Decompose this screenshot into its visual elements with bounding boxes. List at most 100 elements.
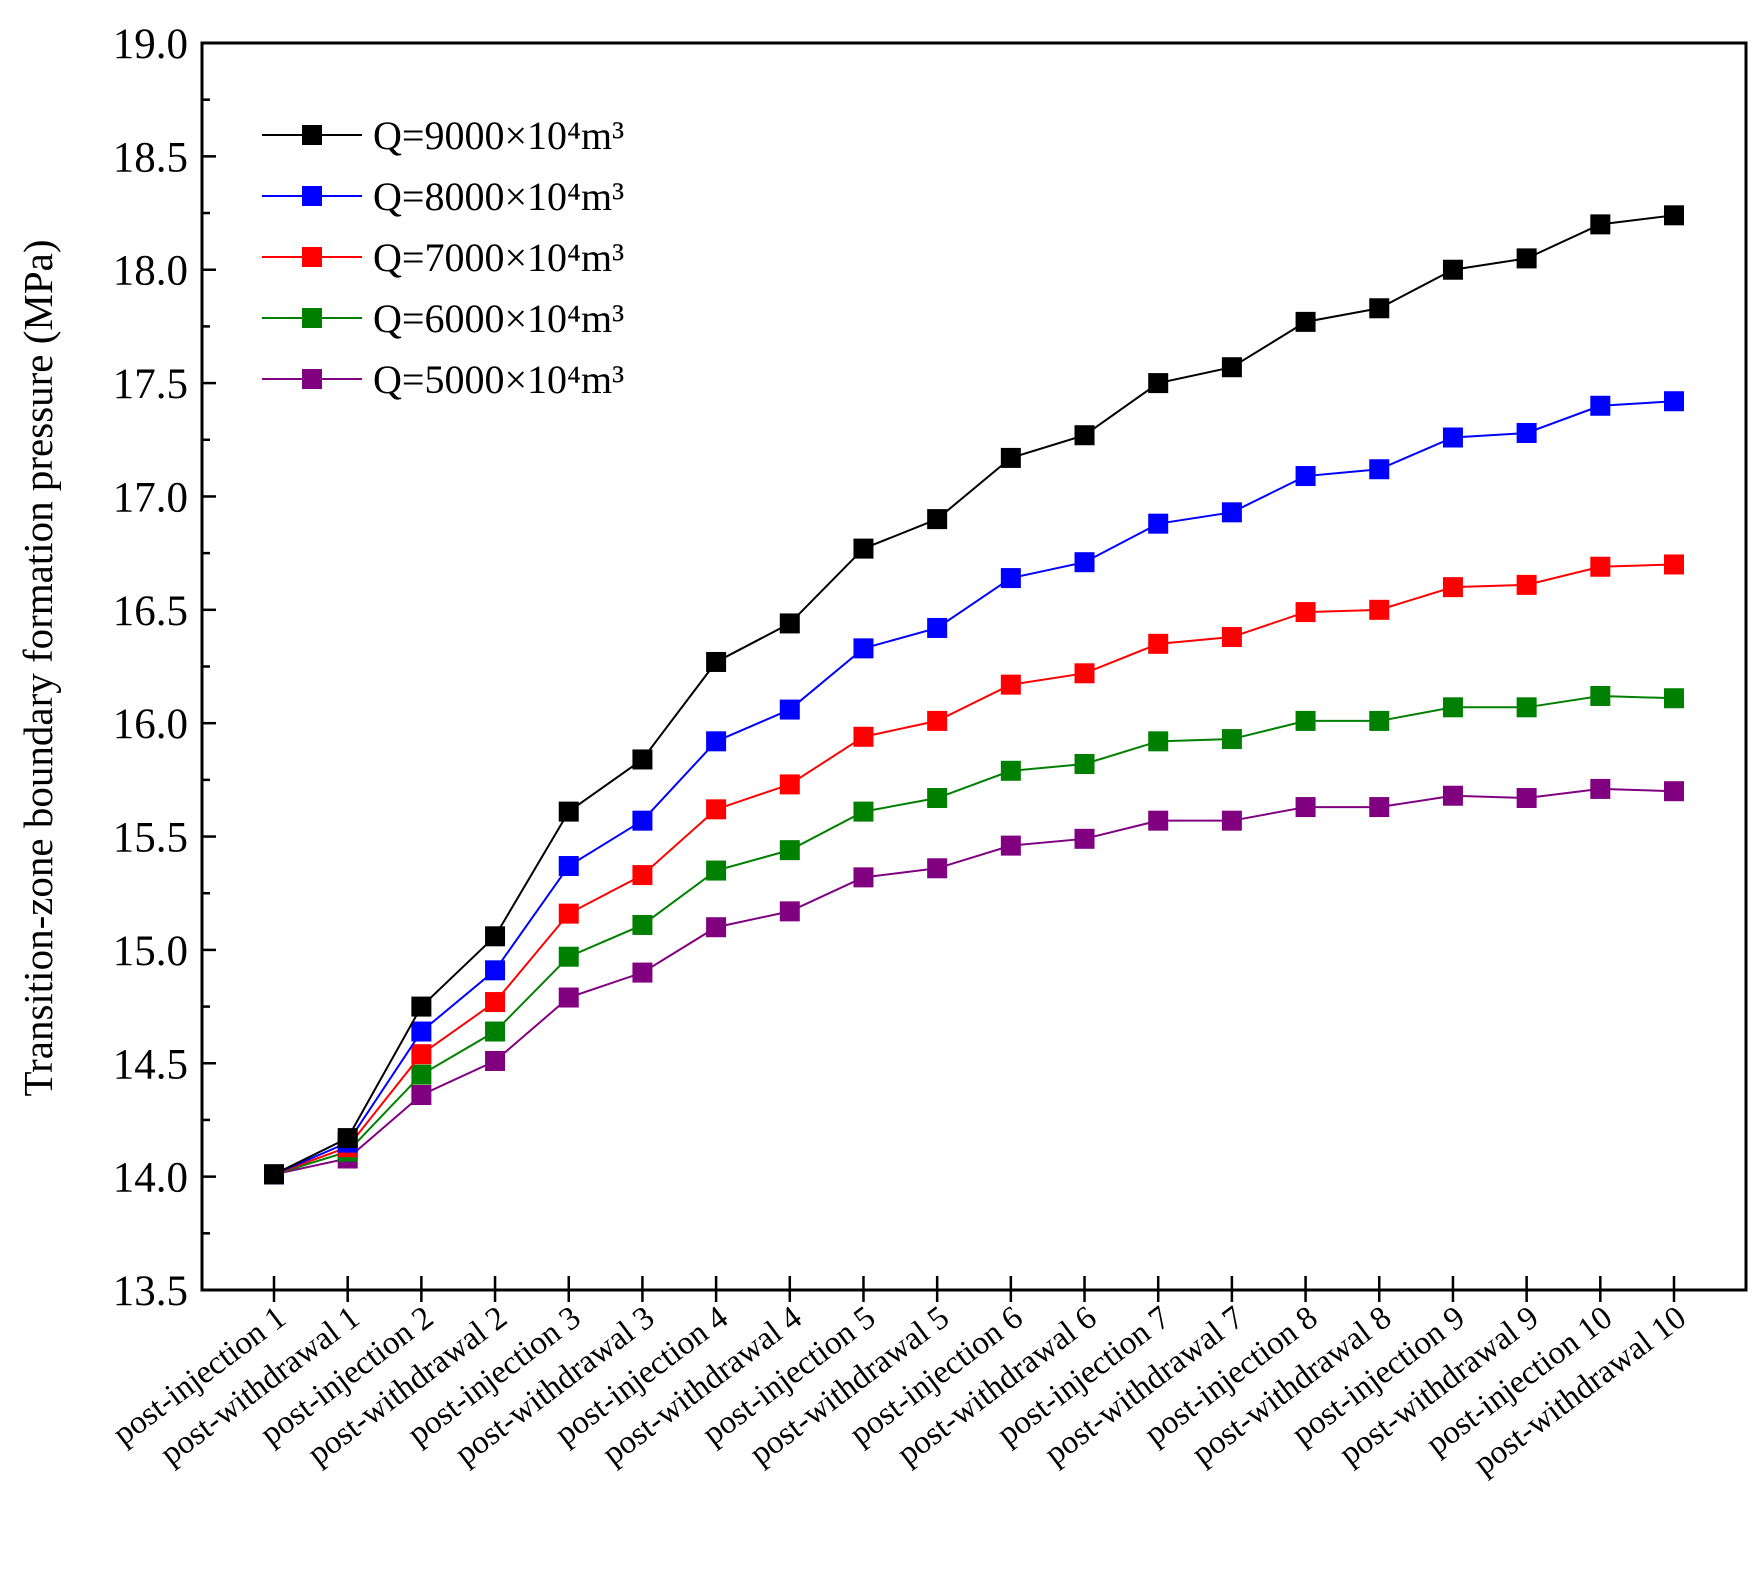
data-point xyxy=(264,1164,284,1185)
series-line xyxy=(273,787,1675,1176)
y-tick-label: 16.0 xyxy=(113,701,188,748)
legend-label: Q=6000×10⁴m³ xyxy=(373,296,624,341)
legend-entry: Q=6000×10⁴m³ xyxy=(262,296,624,341)
y-tick-label: 14.0 xyxy=(113,1155,188,1202)
series-2 xyxy=(264,554,1684,1185)
data-point xyxy=(558,903,579,924)
legend-label: Q=8000×10⁴m³ xyxy=(373,174,624,219)
data-point xyxy=(1221,810,1242,831)
series-line xyxy=(273,214,1675,1176)
data-point xyxy=(1148,810,1169,831)
data-point xyxy=(411,996,432,1017)
data-point xyxy=(853,867,874,888)
data-point xyxy=(1000,835,1021,856)
y-tick-label: 14.5 xyxy=(113,1041,188,1088)
data-point xyxy=(706,731,727,752)
data-point xyxy=(1516,697,1537,718)
legend-label: Q=9000×10⁴m³ xyxy=(373,113,624,158)
data-point xyxy=(1295,311,1316,332)
data-point xyxy=(1590,556,1611,577)
data-point xyxy=(337,1128,358,1149)
data-point xyxy=(779,699,800,720)
data-point xyxy=(632,749,653,770)
data-point xyxy=(1369,459,1390,480)
data-point xyxy=(1516,788,1537,809)
data-point xyxy=(1074,425,1095,446)
data-point xyxy=(1664,554,1684,575)
data-point xyxy=(1074,552,1095,573)
legend-marker xyxy=(302,186,322,206)
data-point xyxy=(1221,627,1242,648)
data-point xyxy=(411,1021,432,1042)
data-point xyxy=(1074,753,1095,774)
data-point xyxy=(1442,577,1463,598)
data-point xyxy=(1148,513,1169,534)
series-4 xyxy=(264,778,1684,1185)
data-point xyxy=(1590,214,1611,235)
data-point xyxy=(1369,298,1390,319)
data-point xyxy=(485,1051,506,1072)
data-point xyxy=(485,960,506,981)
data-point xyxy=(1148,731,1169,752)
legend-entry: Q=7000×10⁴m³ xyxy=(262,235,624,280)
data-point xyxy=(558,801,579,822)
data-point xyxy=(927,617,948,638)
series-3 xyxy=(264,685,1684,1185)
data-point xyxy=(927,710,948,731)
legend-marker xyxy=(302,308,322,328)
data-point xyxy=(1369,710,1390,731)
y-tick-label: 13.5 xyxy=(113,1268,188,1315)
legend-marker xyxy=(302,247,322,267)
data-point xyxy=(411,1085,432,1106)
data-point xyxy=(1295,466,1316,487)
data-point xyxy=(1000,674,1021,695)
data-point xyxy=(632,865,653,886)
data-point xyxy=(1664,688,1684,709)
data-point xyxy=(1000,760,1021,781)
data-point xyxy=(779,840,800,861)
data-point xyxy=(485,926,506,947)
data-point xyxy=(927,858,948,879)
legend-entry: Q=8000×10⁴m³ xyxy=(262,174,624,219)
legend-marker xyxy=(302,369,322,389)
data-point xyxy=(485,992,506,1013)
data-point xyxy=(1369,797,1390,818)
y-axis-label: Transition-zone boundary formation press… xyxy=(15,239,61,1096)
data-point xyxy=(706,860,727,881)
data-point xyxy=(1442,697,1463,718)
data-point xyxy=(1148,633,1169,654)
y-tick-label: 17.5 xyxy=(113,361,188,408)
data-point xyxy=(706,651,727,672)
y-tick-label: 18.5 xyxy=(113,134,188,181)
data-point xyxy=(1148,373,1169,394)
data-point xyxy=(853,801,874,822)
data-point xyxy=(1000,447,1021,468)
data-point xyxy=(485,1021,506,1042)
y-tick-label: 15.0 xyxy=(113,928,188,975)
legend-entry: Q=5000×10⁴m³ xyxy=(262,357,624,402)
data-point xyxy=(1442,785,1463,806)
data-point xyxy=(1221,502,1242,523)
legend-entry: Q=9000×10⁴m³ xyxy=(262,113,624,158)
series-1 xyxy=(264,391,1684,1185)
series-0 xyxy=(264,205,1684,1185)
data-point xyxy=(706,799,727,820)
data-point xyxy=(1590,778,1611,799)
y-tick-label: 16.5 xyxy=(113,588,188,635)
data-point xyxy=(1000,568,1021,589)
data-point xyxy=(1074,663,1095,684)
series-line xyxy=(273,563,1675,1176)
legend-label: Q=5000×10⁴m³ xyxy=(373,357,624,402)
data-point xyxy=(558,946,579,967)
data-point xyxy=(927,788,948,809)
data-point xyxy=(1074,828,1095,849)
y-tick-label: 18.0 xyxy=(113,248,188,295)
data-point xyxy=(1516,422,1537,443)
data-point xyxy=(1295,797,1316,818)
plot-frame xyxy=(200,41,1748,1292)
data-point xyxy=(411,1064,432,1085)
data-point xyxy=(853,538,874,559)
legend-label: Q=7000×10⁴m³ xyxy=(373,235,624,280)
data-point xyxy=(1664,391,1684,412)
